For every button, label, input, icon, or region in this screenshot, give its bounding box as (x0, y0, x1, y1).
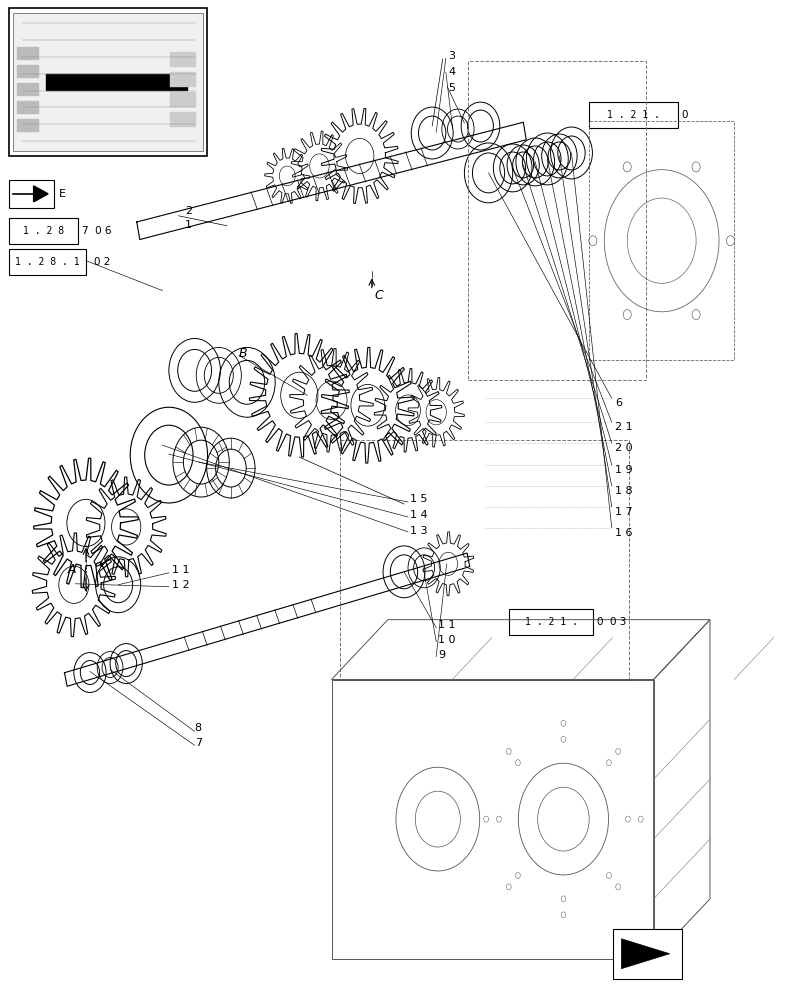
Bar (10, 180, 53, 208)
Text: 4: 4 (448, 67, 456, 77)
Text: 1 . 2 8: 1 . 2 8 (23, 226, 64, 236)
Bar (14, 13, 203, 151)
Text: 1 1: 1 1 (438, 620, 456, 630)
Text: C: C (374, 289, 383, 302)
Text: B: B (239, 347, 247, 360)
Text: 1 3: 1 3 (410, 526, 428, 536)
Text: 1 8: 1 8 (615, 486, 633, 496)
Text: 0 2: 0 2 (94, 257, 111, 267)
Text: 0: 0 (682, 110, 688, 120)
Text: 5: 5 (448, 83, 455, 93)
Bar (589, 121, 734, 360)
Text: 1 0: 1 0 (438, 635, 456, 645)
Text: 1: 1 (185, 220, 192, 230)
Text: 2 0: 2 0 (615, 443, 633, 453)
Text: 0  0 3: 0 0 3 (597, 617, 627, 627)
Text: 7: 7 (195, 738, 202, 748)
Bar (10, 249, 86, 275)
Text: 1 2: 1 2 (172, 580, 190, 590)
Text: 1 9: 1 9 (615, 465, 633, 475)
Text: 1 4: 1 4 (410, 510, 428, 520)
Text: 1 . 2 1 .: 1 . 2 1 . (607, 110, 660, 120)
Text: 2 1: 2 1 (615, 422, 633, 432)
Bar (589, 102, 678, 128)
Bar (509, 609, 593, 635)
Bar (613, 929, 682, 979)
Text: 1 1: 1 1 (172, 565, 190, 575)
Bar (10, 8, 207, 156)
Text: 1 . 2 1 .: 1 . 2 1 . (524, 617, 578, 627)
Text: 3: 3 (448, 51, 455, 61)
Text: 2: 2 (185, 206, 192, 216)
Bar (10, 218, 78, 244)
Text: 1 7: 1 7 (615, 507, 633, 517)
Text: 1 6: 1 6 (615, 528, 633, 538)
Text: A: A (68, 563, 77, 576)
Text: 9: 9 (438, 650, 445, 660)
Text: E: E (58, 189, 65, 199)
Bar (469, 61, 646, 380)
Text: 8: 8 (195, 723, 202, 733)
Bar (339, 440, 629, 680)
Text: 6: 6 (615, 398, 622, 408)
Text: 1 5: 1 5 (410, 494, 428, 504)
Text: 7  0 6: 7 0 6 (82, 226, 112, 236)
Polygon shape (621, 939, 670, 969)
Text: 1 . 2 8 . 1: 1 . 2 8 . 1 (15, 257, 80, 267)
Polygon shape (34, 186, 48, 202)
